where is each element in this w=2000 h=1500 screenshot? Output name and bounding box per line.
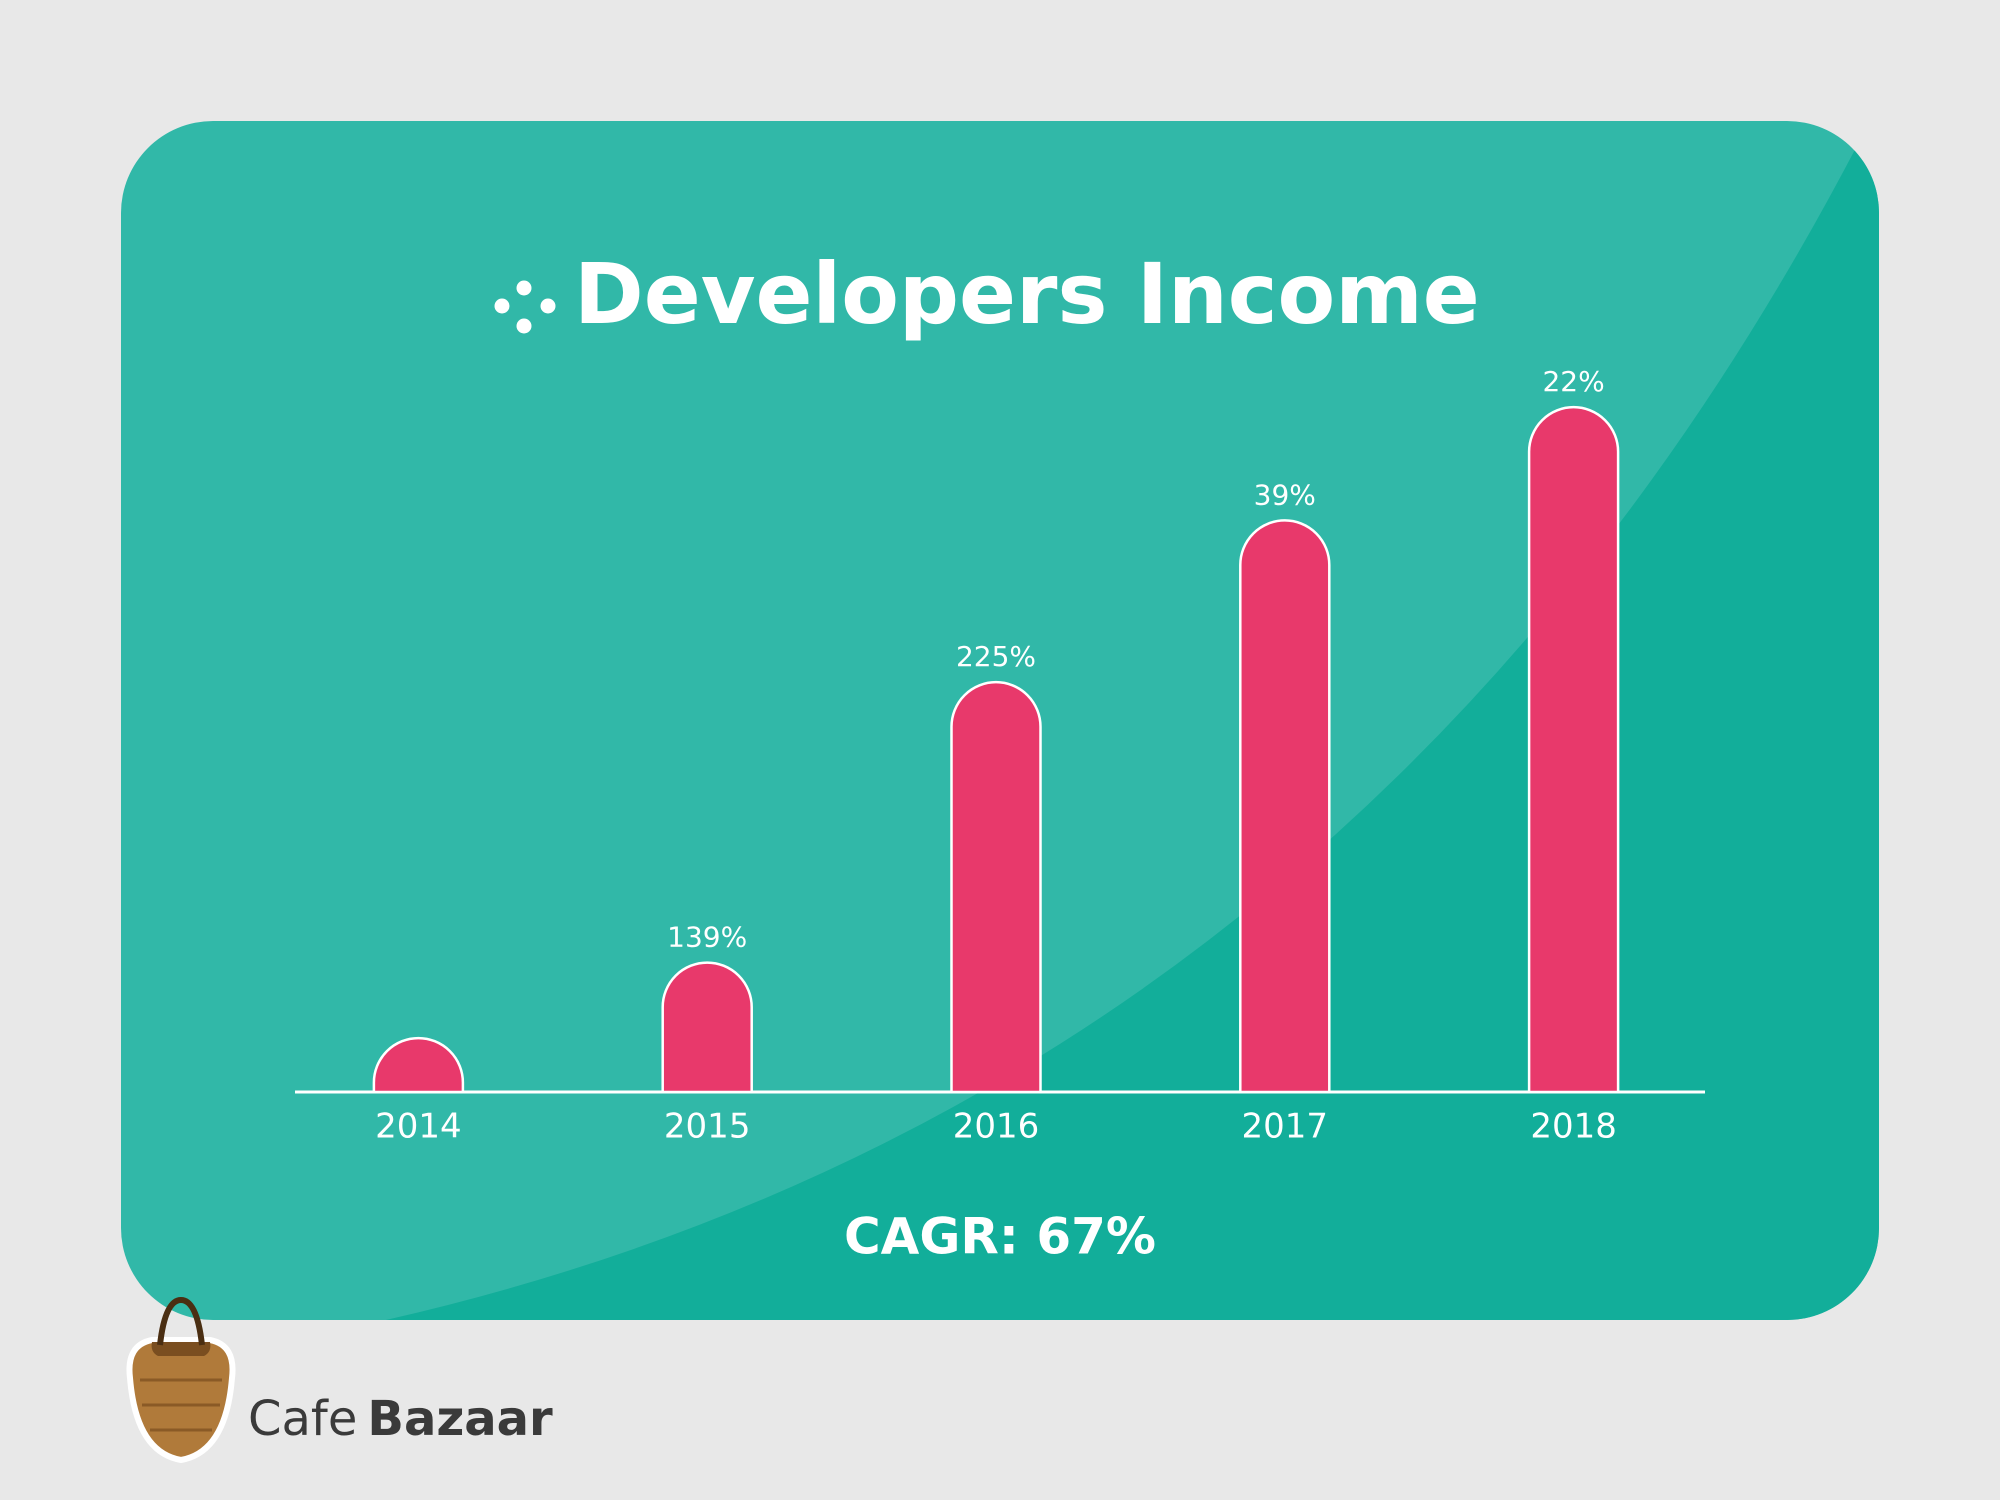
x-tick-label: 2018: [1530, 1107, 1617, 1147]
x-tick-label: 2014: [375, 1107, 462, 1147]
logo: [126, 1296, 236, 1464]
x-tick-label: 2015: [664, 1107, 751, 1147]
brand-bold: Bazaar: [367, 1391, 553, 1447]
bar: [950, 680, 1042, 1094]
value-label: 39%: [1254, 478, 1316, 511]
x-tick-label: 2017: [1242, 1107, 1329, 1147]
bar: [1239, 519, 1331, 1094]
title-icon: [494, 280, 556, 334]
value-label: 225%: [956, 640, 1036, 673]
bar: [661, 961, 753, 1094]
card-shade: [340, 140, 1879, 1320]
bar: [1527, 405, 1620, 1094]
brand-light: Cafe: [248, 1391, 357, 1447]
chart-title: Developers Income: [574, 245, 1480, 343]
bar: [372, 1036, 465, 1094]
x-tick-label: 2016: [953, 1107, 1040, 1147]
brand: Cafe Bazaar: [248, 1391, 553, 1447]
annotation: CAGR: 67%: [844, 1208, 1156, 1266]
value-label: 139%: [667, 921, 747, 954]
value-label: 22%: [1542, 365, 1604, 398]
